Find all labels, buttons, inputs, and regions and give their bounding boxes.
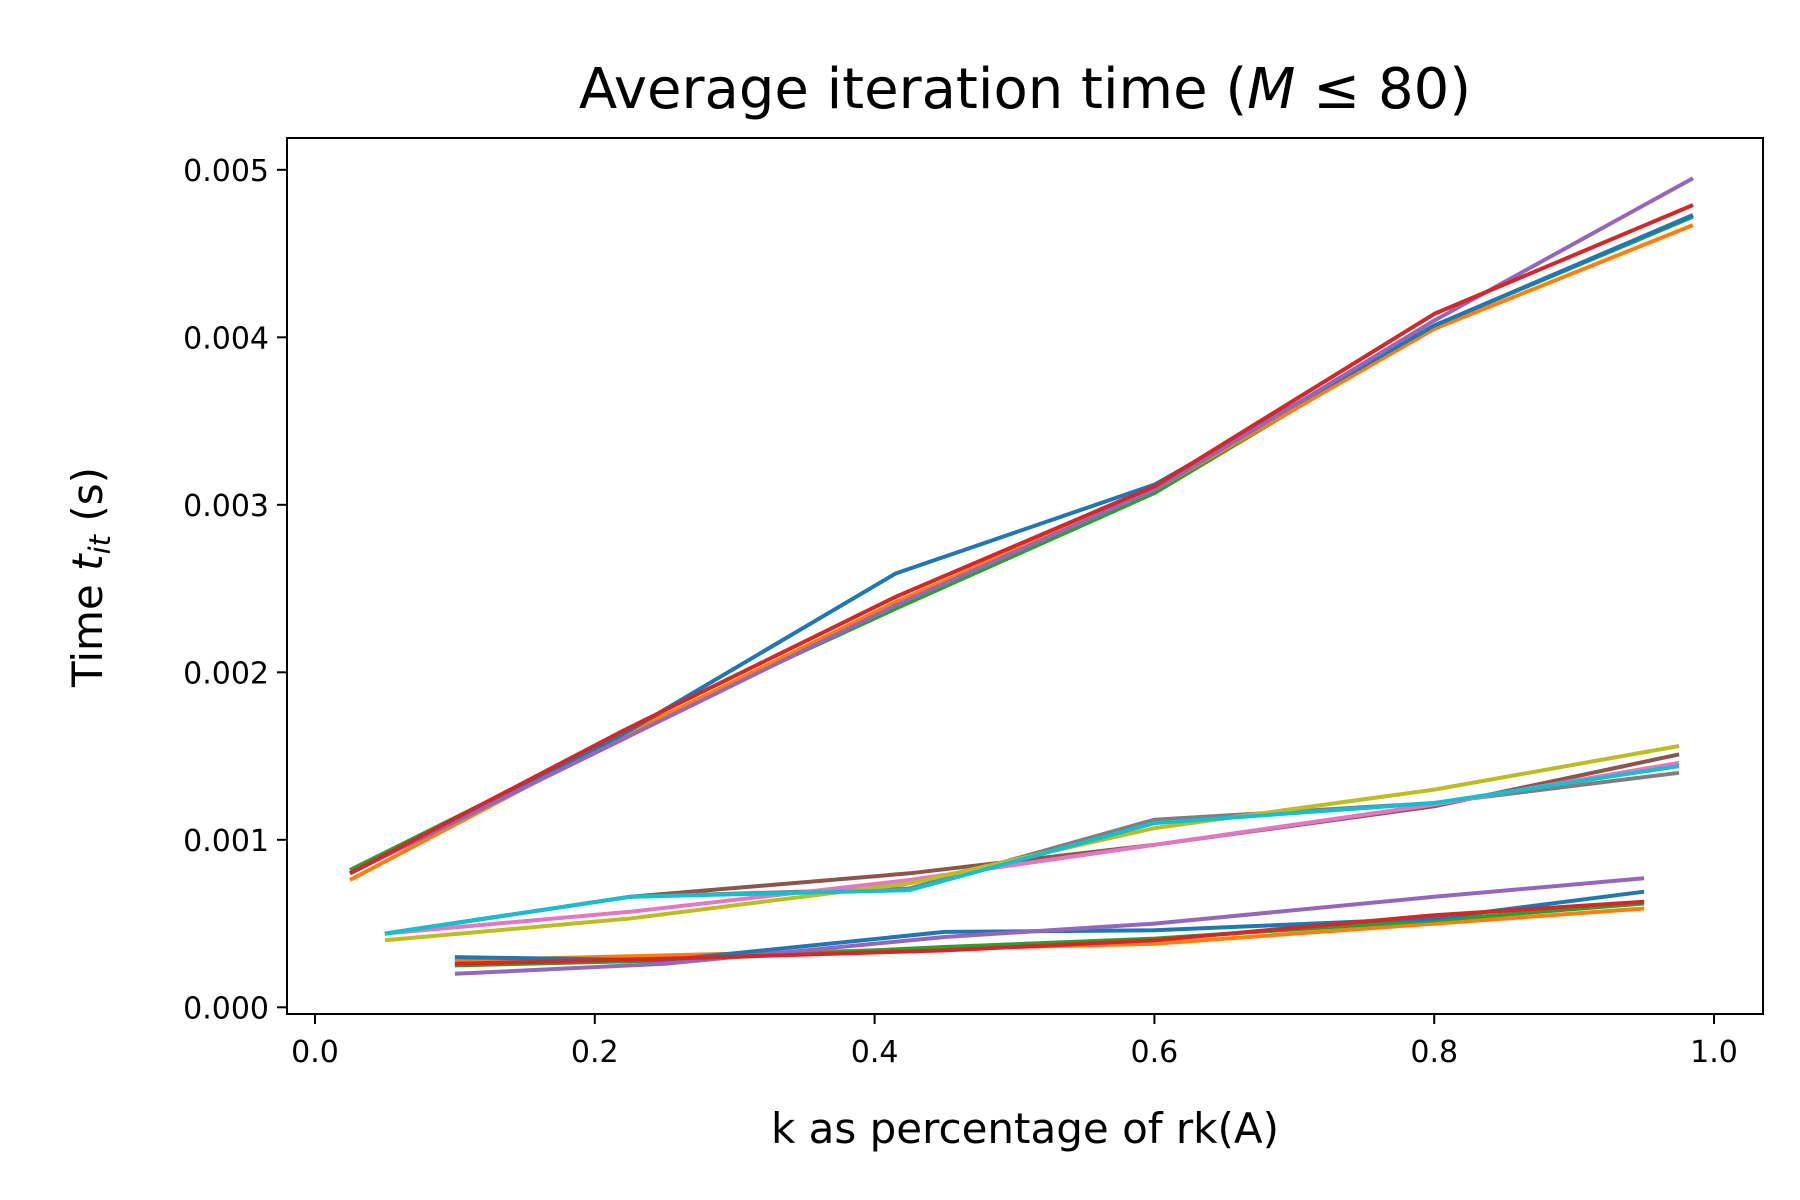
series-line-15 xyxy=(454,899,1645,966)
y-axis: 0.000 0.001 0.002 0.003 0.004 0.005 xyxy=(183,154,287,1026)
plot-frame xyxy=(286,137,1764,1015)
chart-title-prefix: Average iteration time ( xyxy=(579,57,1247,122)
x-tick-label: 0.8 xyxy=(1410,1035,1458,1070)
series-layer xyxy=(349,176,1694,976)
y-tick-label: 0.004 xyxy=(183,321,269,356)
chart-title-variable: M xyxy=(1247,57,1295,122)
y-tick-label: 0.000 xyxy=(183,991,269,1026)
series-line-8 xyxy=(384,760,1680,936)
y-axis-label-suffix: (s) xyxy=(63,467,112,535)
y-tick-label: 0.003 xyxy=(183,489,269,524)
chart-title: Average iteration time (M ≤ 80) xyxy=(579,57,1471,122)
y-axis-label-variable: t xyxy=(63,553,112,571)
y-tick-label: 0.001 xyxy=(183,824,269,859)
x-tick-label: 0.6 xyxy=(1131,1035,1179,1070)
x-tick-label: 0.2 xyxy=(571,1035,619,1070)
series-line-10 xyxy=(384,764,1680,936)
x-axis-label: k as percentage of rk(A) xyxy=(771,1104,1279,1153)
chart-title-rest: ≤ 80) xyxy=(1296,57,1472,122)
x-tick-label: 0.0 xyxy=(291,1035,339,1070)
series-line-5 xyxy=(349,203,1694,876)
series-line-13 xyxy=(454,889,1645,963)
y-axis-label-prefix: Time xyxy=(63,571,112,688)
y-axis-label: Time tit (s) xyxy=(63,467,117,688)
x-axis: 0.0 0.2 0.4 0.6 0.8 1.0 xyxy=(291,1014,1738,1070)
y-axis-label-subscript: it xyxy=(83,533,117,554)
series-line-14 xyxy=(454,876,1645,976)
series-line-3 xyxy=(349,213,1694,876)
y-tick-label: 0.005 xyxy=(183,154,269,189)
y-tick-label: 0.002 xyxy=(183,656,269,691)
x-tick-label: 0.4 xyxy=(851,1035,899,1070)
x-tick-label: 1.0 xyxy=(1690,1035,1738,1070)
